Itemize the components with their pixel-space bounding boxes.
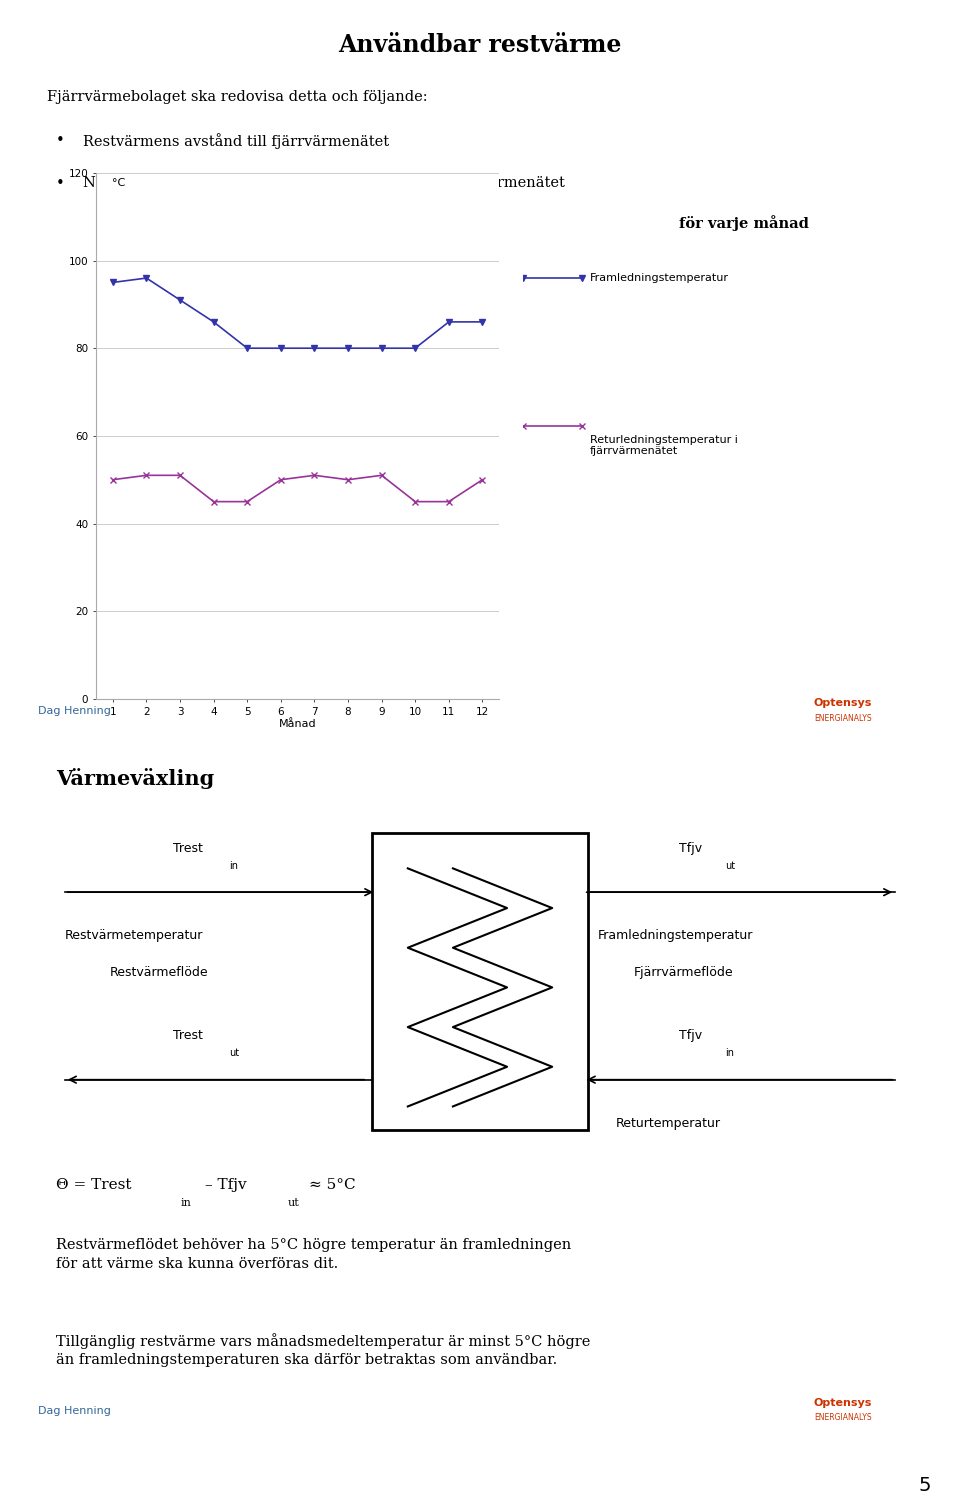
Text: – Tfjv: – Tfjv — [204, 1178, 247, 1192]
Text: Tfjv: Tfjv — [679, 1030, 702, 1043]
Text: för varje månad: för varje månad — [679, 215, 808, 231]
Bar — [372, 833, 588, 1130]
Text: Θ = Trest: Θ = Trest — [56, 1178, 132, 1192]
Text: Trest: Trest — [173, 842, 204, 855]
Text: Användbar restvärme: Användbar restvärme — [338, 33, 622, 57]
Text: Optensys: Optensys — [814, 1398, 873, 1407]
Text: Normal genomsnittlig framledningstemperatur i fjärrvärmenätet: Normal genomsnittlig framledningstempera… — [83, 176, 564, 189]
Text: Dag Henning: Dag Henning — [37, 1405, 110, 1416]
Text: •: • — [56, 176, 64, 191]
Text: Restvärmens avstånd till fjärrvärmenätet: Restvärmens avstånd till fjärrvärmenätet — [83, 132, 389, 149]
Text: Framledningstemperatur: Framledningstemperatur — [590, 274, 729, 283]
Text: Optensys: Optensys — [814, 697, 873, 708]
Text: in: in — [229, 861, 238, 870]
Text: °C: °C — [112, 179, 126, 188]
Text: Tfjv: Tfjv — [679, 842, 702, 855]
Text: Restvärmeflödet behöver ha 5°C högre temperatur än framledningen
för att värme s: Restvärmeflödet behöver ha 5°C högre tem… — [56, 1238, 571, 1272]
Text: in: in — [726, 1048, 734, 1058]
Text: 5: 5 — [919, 1476, 931, 1495]
Text: Returledningstemperatur i
fjärrvärmenätet: Returledningstemperatur i fjärrvärmenäte… — [590, 434, 738, 455]
Text: ut: ut — [288, 1198, 300, 1208]
Text: Tillgänglig restvärme vars månadsmedeltemperatur är minst 5°C högre
än framledni: Tillgänglig restvärme vars månadsmedelte… — [56, 1333, 590, 1368]
Text: Fjärrvärmebolaget ska redovisa detta och följande:: Fjärrvärmebolaget ska redovisa detta och… — [47, 90, 427, 104]
Text: Framledningstemperatur: Framledningstemperatur — [597, 929, 753, 942]
X-axis label: Månad: Månad — [278, 720, 317, 729]
Text: in: in — [180, 1198, 191, 1208]
Text: Trest: Trest — [173, 1030, 204, 1043]
Text: ut: ut — [229, 1048, 239, 1058]
Text: Returtemperatur: Returtemperatur — [615, 1117, 720, 1130]
Text: Restvärmeflöde: Restvärmeflöde — [110, 966, 208, 978]
Text: ENERGIANALYS: ENERGIANALYS — [814, 714, 872, 723]
Text: ut: ut — [726, 861, 735, 870]
Text: ≈ 5°C: ≈ 5°C — [308, 1178, 355, 1192]
Text: ENERGIANALYS: ENERGIANALYS — [814, 1413, 872, 1422]
Text: •: • — [56, 132, 64, 147]
Text: Fjärrvärmeflöde: Fjärrvärmeflöde — [634, 966, 733, 978]
Text: Restvärmetemperatur: Restvärmetemperatur — [65, 929, 204, 942]
Text: Värmeväxling: Värmeväxling — [56, 768, 214, 789]
Text: Dag Henning: Dag Henning — [37, 706, 110, 715]
